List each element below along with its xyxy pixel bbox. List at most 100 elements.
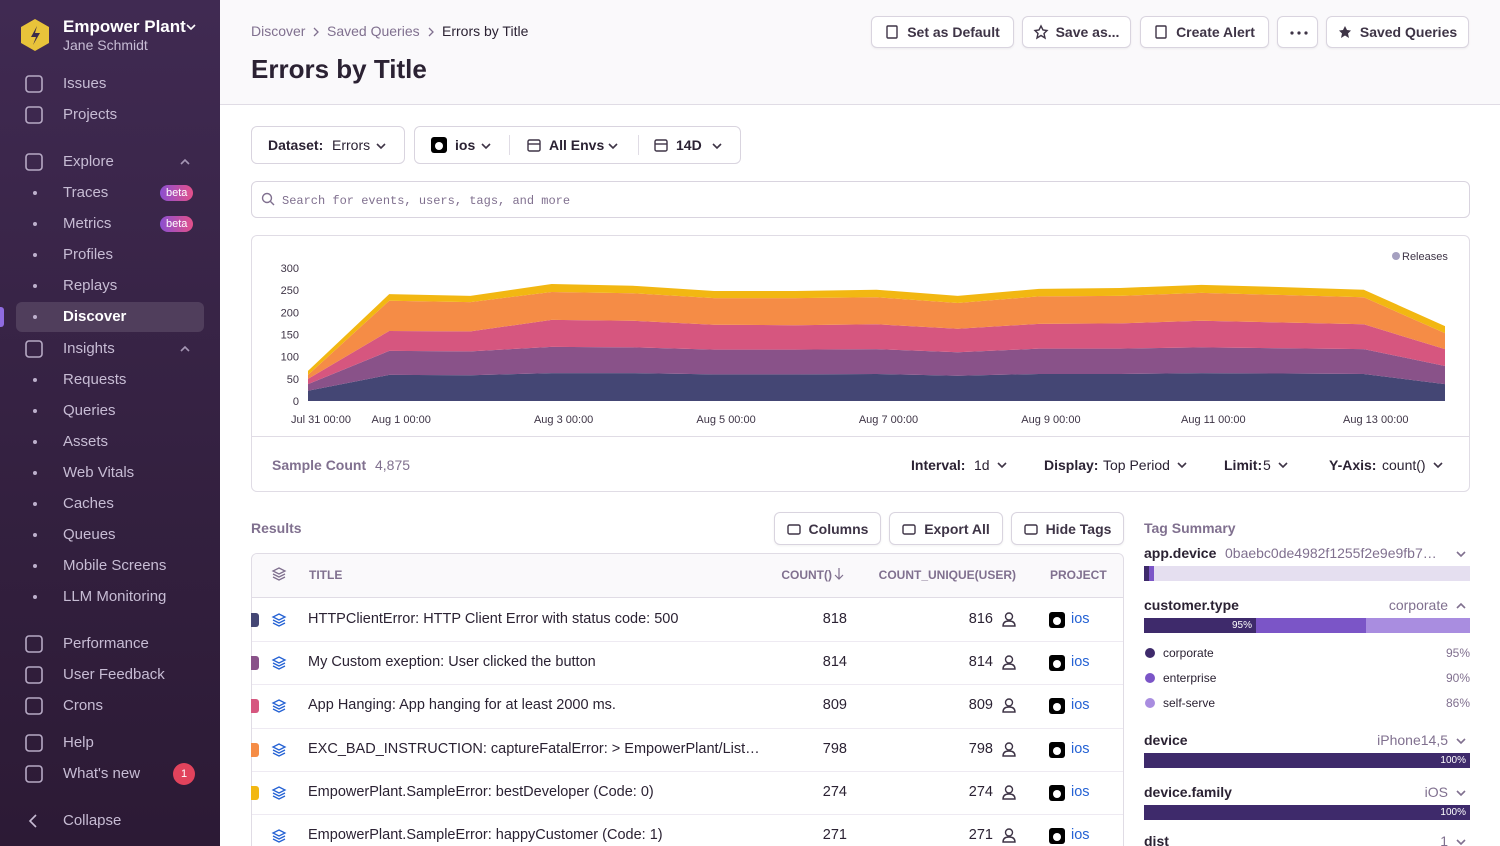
row-title[interactable]: EmpowerPlant.SampleError: bestDeveloper …: [308, 784, 654, 800]
x-tick-label: Aug 13 00:00: [1343, 414, 1408, 426]
row-project[interactable]: ios: [1071, 741, 1090, 757]
breakdown-pct: 90%: [1446, 671, 1470, 685]
nav-label[interactable]: Replays: [63, 277, 117, 294]
row-count-unique: 809: [969, 697, 993, 713]
tag-name[interactable]: app.device: [1144, 545, 1216, 561]
divider: [638, 135, 639, 155]
results-button[interactable]: Columns: [774, 512, 881, 545]
nav-dot: [33, 595, 37, 599]
nav-label[interactable]: Discover: [63, 308, 126, 325]
event-icon: [272, 613, 286, 627]
row-title[interactable]: EXC_BAD_INSTRUCTION: captureFatalError: …: [308, 741, 760, 757]
row-title[interactable]: My Custom exeption: User clicked the but…: [308, 654, 596, 670]
project-filter[interactable]: ios: [455, 137, 475, 153]
row-color: [251, 656, 259, 670]
control-value[interactable]: 1d: [974, 457, 990, 473]
row-title[interactable]: App Hanging: App hanging for at least 20…: [308, 697, 616, 713]
row-count: 818: [823, 611, 847, 627]
action-button[interactable]: Save as...: [1022, 16, 1131, 48]
row-title[interactable]: HTTPClientError: HTTP Client Error with …: [308, 611, 678, 627]
results-button[interactable]: Hide Tags: [1011, 512, 1124, 545]
nav-label[interactable]: Requests: [63, 371, 126, 388]
nav-dot: [33, 502, 37, 506]
row-title[interactable]: EmpowerPlant.SampleError: happyCustomer …: [308, 827, 663, 843]
row-project[interactable]: ios: [1071, 654, 1090, 670]
action-button[interactable]: Set as Default: [871, 16, 1014, 48]
row-project[interactable]: ios: [1071, 697, 1090, 713]
project-icon: [1049, 612, 1065, 628]
nav-label[interactable]: What's new: [63, 765, 140, 782]
chevron: [1278, 462, 1288, 468]
chevron: [1456, 551, 1466, 557]
button-icon: [1034, 25, 1048, 39]
column-header[interactable]: COUNT(): [781, 568, 832, 582]
control-value[interactable]: Top Period: [1103, 457, 1170, 473]
x-tick-label: Aug 3 00:00: [534, 414, 593, 426]
control-value[interactable]: count(): [1382, 457, 1426, 473]
chevron: [180, 346, 190, 352]
nav-icon: [25, 635, 43, 653]
x-tick-label: Aug 11 00:00: [1181, 414, 1246, 426]
nav-label[interactable]: Performance: [63, 635, 149, 652]
nav-label[interactable]: Profiles: [63, 246, 113, 263]
search-bar[interactable]: Search for events, users, tags, and more: [251, 181, 1470, 218]
button-icon: [1154, 25, 1168, 39]
breadcrumb[interactable]: Discover: [251, 23, 305, 39]
event-icon: [272, 786, 286, 800]
action-button[interactable]: Create Alert: [1140, 16, 1269, 48]
row-count: 814: [823, 654, 847, 670]
nav-label[interactable]: Traces: [63, 184, 108, 201]
nav-label[interactable]: Queues: [63, 526, 116, 543]
nav-dot: [33, 533, 37, 537]
nav-label[interactable]: Collapse: [63, 812, 121, 829]
tag-name[interactable]: device: [1144, 732, 1188, 748]
tag-name[interactable]: customer.type: [1144, 597, 1239, 613]
row-color: [251, 743, 259, 757]
control-label[interactable]: Display:: [1044, 457, 1098, 473]
nav-dot: [33, 564, 37, 568]
env-filter[interactable]: All Envs: [549, 137, 604, 153]
breakdown-dot: [1145, 698, 1155, 708]
button-label: Create Alert: [1176, 24, 1255, 40]
nav-label[interactable]: Explore: [63, 153, 114, 170]
user-icon: [1002, 698, 1016, 713]
row-count-unique: 271: [969, 827, 993, 843]
more-button[interactable]: [1277, 16, 1318, 48]
nav-label[interactable]: Crons: [63, 697, 103, 714]
nav-label[interactable]: Issues: [63, 75, 106, 92]
column-header[interactable]: COUNT_UNIQUE(USER): [879, 568, 1016, 582]
column-header[interactable]: PROJECT: [1050, 568, 1107, 582]
nav-label[interactable]: Help: [63, 734, 94, 751]
nav-label[interactable]: Metrics: [63, 215, 111, 232]
breadcrumb: Errors by Title: [442, 23, 528, 39]
nav-label[interactable]: Mobile Screens: [63, 557, 166, 574]
action-button[interactable]: Saved Queries: [1326, 16, 1469, 48]
breadcrumb[interactable]: Saved Queries: [327, 23, 420, 39]
control-label[interactable]: Interval:: [911, 457, 965, 473]
tag-name[interactable]: dist: [1144, 833, 1169, 846]
row-project[interactable]: ios: [1071, 784, 1090, 800]
button-label: Saved Queries: [1360, 24, 1457, 40]
nav-label[interactable]: Assets: [63, 433, 108, 450]
column-header[interactable]: TITLE: [309, 568, 342, 582]
nav-icon: [29, 814, 37, 828]
control-label[interactable]: Y-Axis:: [1329, 457, 1376, 473]
nav-label[interactable]: Web Vitals: [63, 464, 134, 481]
nav-label[interactable]: Insights: [63, 340, 115, 357]
page-title: Errors by Title: [251, 54, 427, 85]
nav-label[interactable]: Caches: [63, 495, 114, 512]
control-value[interactable]: 5: [1263, 457, 1271, 473]
nav-label[interactable]: LLM Monitoring: [63, 588, 166, 605]
nav-label[interactable]: Projects: [63, 106, 117, 123]
row-project[interactable]: ios: [1071, 611, 1090, 627]
tag-name[interactable]: device.family: [1144, 784, 1232, 800]
nav-icon: [25, 153, 43, 171]
project-icon: [1049, 698, 1065, 714]
period-filter[interactable]: 14D: [676, 137, 702, 153]
row-project[interactable]: ios: [1071, 827, 1090, 843]
results-button[interactable]: Export All: [889, 512, 1003, 545]
control-label[interactable]: Limit:: [1224, 457, 1262, 473]
nav-label[interactable]: Queries: [63, 402, 116, 419]
nav-label[interactable]: User Feedback: [63, 666, 165, 683]
row-count: 809: [823, 697, 847, 713]
